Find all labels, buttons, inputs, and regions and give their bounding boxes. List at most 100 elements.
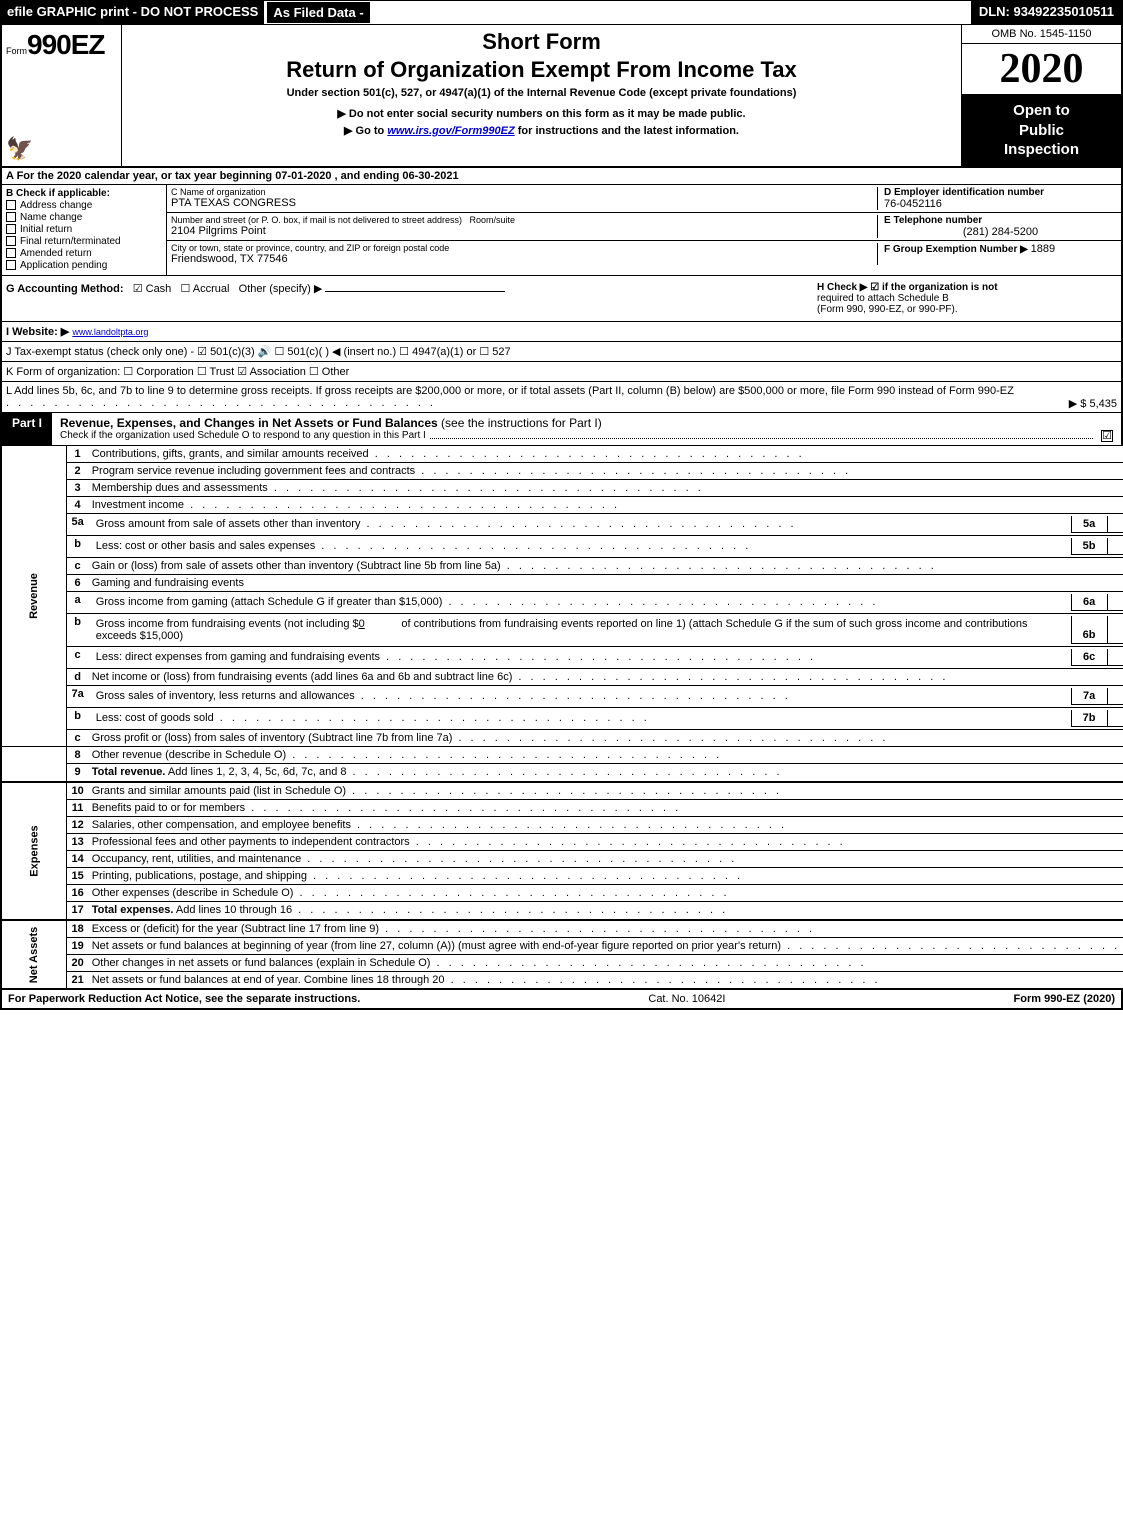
row-i-website: I Website: ▶ www.landoltpta.org xyxy=(0,322,1123,342)
line-14: 14Occupancy, rent, utilities, and mainte… xyxy=(1,851,1123,868)
other-option[interactable]: Other (specify) ▶ xyxy=(239,283,323,295)
netassets-side-label: Net Assets xyxy=(28,926,40,982)
website-link[interactable]: www.landoltpta.org xyxy=(72,327,148,337)
line-18: Net Assets 18 Excess or (deficit) for th… xyxy=(1,920,1123,938)
line-7b: b Less: cost of goods sold 7b 3,511 xyxy=(1,708,1123,730)
check-address-change[interactable]: Address change xyxy=(6,200,162,211)
header-center: Short Form Return of Organization Exempt… xyxy=(122,25,961,166)
under-section: Under section 501(c), 527, or 4947(a)(1)… xyxy=(130,87,953,99)
paperwork-notice: For Paperwork Reduction Act Notice, see … xyxy=(8,993,360,1005)
short-form-title: Short Form xyxy=(130,29,953,55)
i-label: I Website: ▶ xyxy=(6,326,69,338)
line-7a: 7a Gross sales of inventory, less return… xyxy=(1,686,1123,708)
go-to-suffix: for instructions and the latest informat… xyxy=(515,125,739,137)
h-line1: H Check ▶ ☑ if the organization is not xyxy=(817,282,1117,293)
h-line2: required to attach Schedule B xyxy=(817,293,1117,304)
other-specify-input[interactable] xyxy=(325,291,505,292)
h-check: H Check ▶ ☑ if the organization is not r… xyxy=(817,282,1117,315)
line-5b: b Less: cost or other basis and sales ex… xyxy=(1,535,1123,557)
line-6d: d Net income or (loss) from fundraising … xyxy=(1,669,1123,686)
telephone-value: (281) 284-5200 xyxy=(884,226,1117,238)
d-label: D Employer identification number xyxy=(884,187,1117,198)
line-12: 12Salaries, other compensation, and empl… xyxy=(1,817,1123,834)
form-footer-label: Form 990-EZ (2020) xyxy=(1014,993,1116,1005)
line-5a: 5a Gross amount from sale of assets othe… xyxy=(1,513,1123,535)
row-j-tax-exempt: J Tax-exempt status (check only one) - ☑… xyxy=(0,342,1123,362)
c-name-label: C Name of organization xyxy=(171,187,877,197)
line-17: 17 Total expenses. Add lines 10 through … xyxy=(1,902,1123,921)
check-sched-o-text: Check if the organization used Schedule … xyxy=(60,430,426,441)
row-a-tax-year: A For the 2020 calendar year, or tax yea… xyxy=(0,168,1123,185)
addr-label: Number and street (or P. O. box, if mail… xyxy=(171,215,462,225)
line-6: 6 Gaming and fundraising events xyxy=(1,574,1123,591)
col-b-checkboxes: B Check if applicable: Address change Na… xyxy=(2,185,167,275)
check-name-change[interactable]: Name change xyxy=(6,212,162,223)
line-15: 15Printing, publications, postage, and s… xyxy=(1,868,1123,885)
page-footer: For Paperwork Reduction Act Notice, see … xyxy=(0,989,1123,1010)
efile-label: efile GRAPHIC print - DO NOT PROCESS xyxy=(1,1,264,24)
line-7c: c Gross profit or (loss) from sales of i… xyxy=(1,730,1123,747)
line-10: Expenses 10 Grants and similar amounts p… xyxy=(1,782,1123,800)
line-4: 4 Investment income 4 0 xyxy=(1,496,1123,513)
row-k-org-form: K Form of organization: ☐ Corporation ☐ … xyxy=(0,362,1123,382)
sched-o-checkbox[interactable]: ☑ xyxy=(1101,430,1113,442)
open-to-public: Open to Public Inspection xyxy=(962,95,1121,166)
city-label: City or town, state or province, country… xyxy=(171,243,877,253)
cat-number: Cat. No. 10642I xyxy=(648,993,725,1005)
f-label: F Group Exemption Number ▶ xyxy=(884,244,1028,255)
line-2: 2 Program service revenue including gove… xyxy=(1,462,1123,479)
address-value: 2104 Pilgrims Point xyxy=(171,225,877,237)
form-prefix: Form xyxy=(6,46,27,56)
check-final-return[interactable]: Final return/terminated xyxy=(6,236,162,247)
info-grid: B Check if applicable: Address change Na… xyxy=(0,185,1123,276)
part-1-table: Revenue 1 Contributions, gifts, grants, … xyxy=(0,446,1123,990)
line-1: Revenue 1 Contributions, gifts, grants, … xyxy=(1,446,1123,463)
form-number: 990EZ xyxy=(27,29,105,60)
omb-number: OMB No. 1545-1150 xyxy=(962,25,1121,44)
col-b-label: B Check if applicable: xyxy=(6,188,162,199)
header-left: Form990EZ 🦅 xyxy=(2,25,122,166)
line-6c: c Less: direct expenses from gaming and … xyxy=(1,647,1123,669)
city-value: Friendswood, TX 77546 xyxy=(171,253,877,265)
header-right: OMB No. 1545-1150 2020 Open to Public In… xyxy=(961,25,1121,166)
line-6b: b Gross income from fundraising events (… xyxy=(1,613,1123,647)
line-6a: a Gross income from gaming (attach Sched… xyxy=(1,591,1123,613)
row-g-accounting: G Accounting Method: ☑ Cash ☐ Accrual Ot… xyxy=(0,276,1123,322)
part-1-header: Part I Revenue, Expenses, and Changes in… xyxy=(0,413,1123,446)
cash-option[interactable]: ☑ Cash xyxy=(133,283,172,295)
treasury-seal-icon: 🦅 xyxy=(6,136,33,162)
e-label: E Telephone number xyxy=(884,215,1117,226)
instructions-link[interactable]: www.irs.gov/Form990EZ xyxy=(387,125,514,137)
main-title: Return of Organization Exempt From Incom… xyxy=(130,57,953,83)
expenses-side-label: Expenses xyxy=(28,825,40,876)
line-13: 13Professional fees and other payments t… xyxy=(1,834,1123,851)
row-name: C Name of organization PTA TEXAS CONGRES… xyxy=(167,185,1121,213)
l-amount: ▶ $ 5,435 xyxy=(1069,397,1117,410)
group-exemption-value: 1889 xyxy=(1031,243,1055,255)
line-16: 16Other expenses (describe in Schedule O… xyxy=(1,885,1123,902)
org-name: PTA TEXAS CONGRESS xyxy=(171,197,877,209)
line-3: 3 Membership dues and assessments 3 257 xyxy=(1,479,1123,496)
room-label: Room/suite xyxy=(469,215,515,225)
part-1-label: Part I xyxy=(2,413,52,445)
line-8: 8 Other revenue (describe in Schedule O)… xyxy=(1,747,1123,764)
check-initial-return[interactable]: Initial return xyxy=(6,224,162,235)
row-city: City or town, state or province, country… xyxy=(167,241,1121,267)
ein-value: 76-0452116 xyxy=(884,198,1117,210)
instructions-link-row: ▶ Go to www.irs.gov/Form990EZ for instru… xyxy=(130,124,953,137)
check-amended-return[interactable]: Amended return xyxy=(6,248,162,259)
dln-label: DLN: 93492235010511 xyxy=(971,1,1122,24)
l-text: L Add lines 5b, 6c, and 7b to line 9 to … xyxy=(6,385,1014,397)
line-11: 11Benefits paid to or for members110 xyxy=(1,800,1123,817)
accrual-option[interactable]: ☐ Accrual xyxy=(180,283,229,295)
revenue-side-label: Revenue xyxy=(28,573,40,619)
ssn-warning: ▶ Do not enter social security numbers o… xyxy=(130,107,953,120)
check-application-pending[interactable]: Application pending xyxy=(6,260,162,271)
line-21: 21 Net assets or fund balances at end of… xyxy=(1,972,1123,989)
tax-year: 2020 xyxy=(962,44,1121,95)
part-1-title: Revenue, Expenses, and Changes in Net As… xyxy=(52,413,1121,445)
line-19: 19Net assets or fund balances at beginni… xyxy=(1,938,1123,955)
as-filed-label: As Filed Data - xyxy=(266,1,370,24)
form-header: Form990EZ 🦅 Short Form Return of Organiz… xyxy=(0,25,1123,168)
line-5c: c Gain or (loss) from sale of assets oth… xyxy=(1,557,1123,574)
